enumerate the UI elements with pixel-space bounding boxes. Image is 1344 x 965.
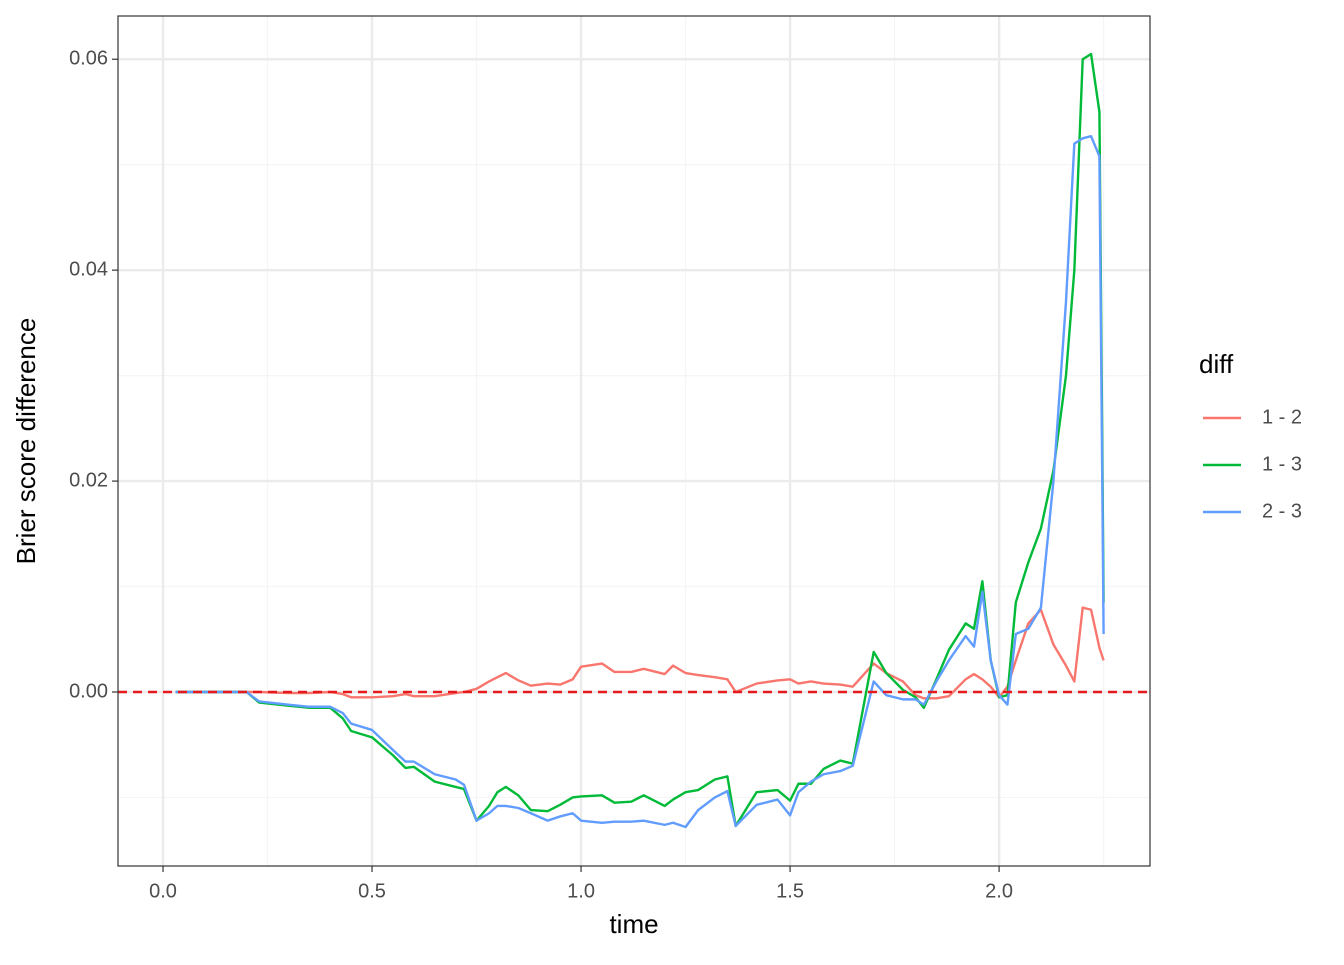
- legend-title: diff: [1199, 349, 1234, 379]
- x-tick-label: 2.0: [985, 880, 1013, 902]
- y-axis-title: Brier score difference: [11, 318, 41, 565]
- series-line: [175, 135, 1105, 829]
- y-tick-label: 0.00: [69, 680, 108, 702]
- legend-label: 1 - 2: [1262, 406, 1302, 428]
- legend-label: 2 - 3: [1262, 500, 1302, 522]
- x-axis-title: time: [609, 909, 658, 939]
- x-tick-label: 1.5: [776, 880, 804, 902]
- series-line: [175, 606, 1105, 700]
- y-tick-label: 0.04: [69, 258, 108, 280]
- series-line: [175, 52, 1105, 828]
- x-tick-label: 1.0: [567, 880, 595, 902]
- y-tick-label: 0.06: [69, 48, 108, 70]
- y-tick-label: 0.02: [69, 469, 108, 491]
- panel-border: [117, 15, 1151, 867]
- legend-label: 1 - 3: [1262, 453, 1302, 475]
- x-tick-label: 0.0: [149, 880, 177, 902]
- x-tick-label: 0.5: [358, 880, 386, 902]
